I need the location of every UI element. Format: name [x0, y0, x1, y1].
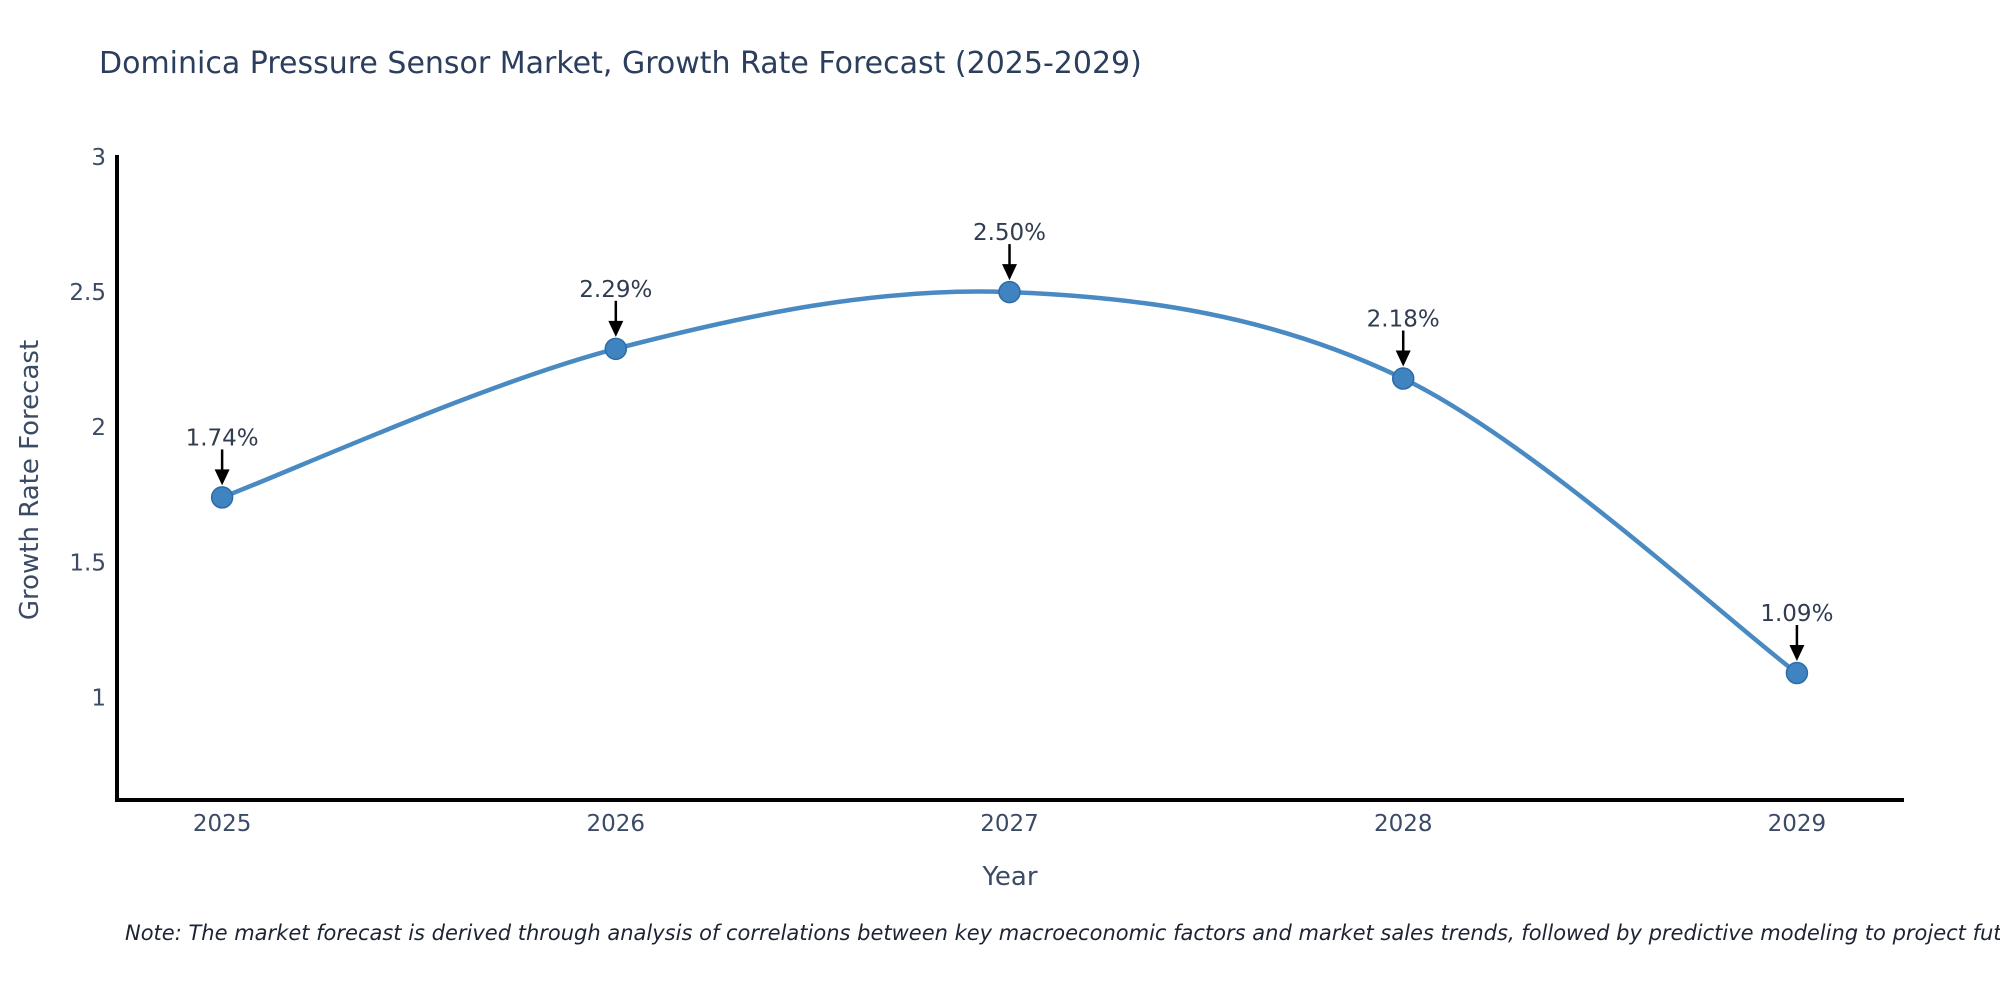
trend-line: [219, 289, 1800, 676]
annotation-arrowhead-icon: [1789, 645, 1805, 662]
y-tick-label: 2.5: [69, 280, 106, 306]
x-tick-label: 2028: [1374, 811, 1433, 837]
y-tick-label: 1.5: [69, 550, 106, 576]
data-point-annotation: 1.74%: [186, 425, 259, 451]
x-tick-label: 2029: [1768, 811, 1827, 837]
x-tick-label: 2026: [587, 811, 646, 837]
annotation-arrowhead-icon: [608, 320, 624, 337]
data-point-annotation: 2.29%: [579, 277, 652, 303]
x-axis-title: Year: [982, 862, 1038, 892]
data-point-annotation: 2.18%: [1367, 307, 1440, 333]
annotation-arrowhead-icon: [1395, 350, 1411, 367]
y-tick-label: 3: [91, 145, 106, 171]
data-point-annotation: 1.09%: [1760, 601, 1833, 627]
axis-spines: [115, 155, 1904, 802]
data-point-marker[interactable]: [210, 486, 234, 509]
data-point-marker[interactable]: [604, 337, 628, 361]
annotation-arrowhead-icon: [1002, 264, 1018, 281]
footnote-text: Note: The market forecast is derived thr…: [125, 921, 2000, 945]
x-tick-label: 2027: [980, 811, 1039, 837]
chart-title: Dominica Pressure Sensor Market, Growth …: [99, 46, 1142, 81]
data-point-marker[interactable]: [1785, 661, 1809, 685]
data-point-marker[interactable]: [998, 280, 1021, 304]
annotation-arrowhead-icon: [214, 469, 230, 486]
data-point-annotation: 2.50%: [973, 220, 1046, 246]
y-tick-label: 1: [91, 685, 106, 711]
x-tick-label: 2025: [193, 811, 252, 837]
y-tick-label: 2: [91, 415, 106, 441]
data-point-marker[interactable]: [1391, 367, 1415, 390]
